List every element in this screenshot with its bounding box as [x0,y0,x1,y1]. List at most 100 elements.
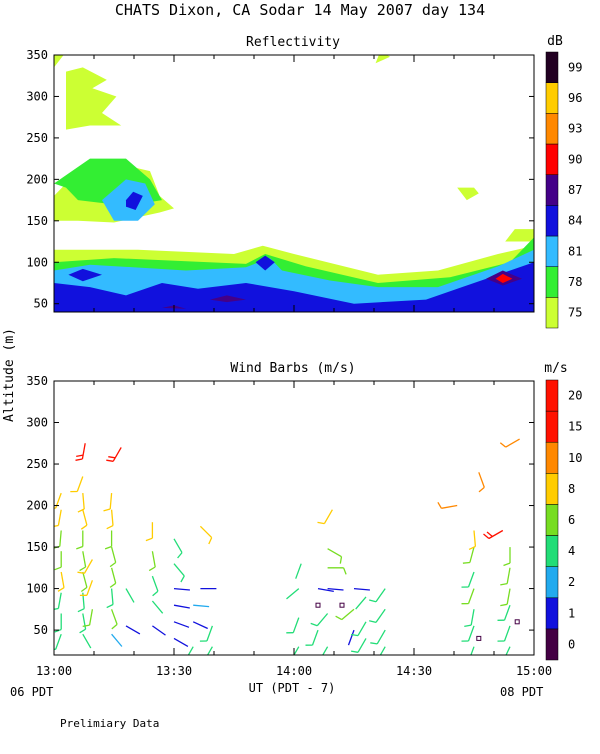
barb-shaft [110,493,111,509]
barb-shaft [112,609,118,624]
barb-shaft [287,589,299,599]
wind-barb [484,531,503,539]
reflectivity-colorbar-label: 93 [568,122,582,136]
reflectivity-colorbar-label: 75 [568,306,582,320]
barb-shaft [317,614,327,626]
barb-flag [153,591,158,596]
contour-region [54,51,64,68]
wind-colorbar-unit: m/s [544,361,567,376]
barb-flag [108,457,115,458]
wind-barb [81,510,87,530]
barb-flag [487,532,492,537]
start-local-time: 06 PDT [10,685,53,699]
barb-shaft [112,547,116,562]
barb-flag [52,526,59,527]
barb-flag [78,609,84,612]
wind-barbs [49,439,520,662]
wind-barb [76,443,86,460]
barb-shaft [193,622,208,629]
wind-colorbar-swatch [546,598,558,629]
barb-shaft [61,572,64,588]
barb-flag [479,487,484,492]
barb-shaft [174,589,190,590]
wind-barb [286,618,299,633]
reflectivity-colorbar-label: 78 [568,275,582,289]
barb-shaft [83,634,91,648]
barb-shaft [503,647,510,662]
x-tick-label: 15:00 [516,664,552,678]
barb-shaft [342,609,354,619]
x-tick-label: 14:00 [276,664,312,678]
wind-ytick-label: 50 [34,623,48,637]
x-tick-label: 13:00 [36,664,72,678]
reflectivity-contours [54,51,534,312]
wind-colorbar-swatch [546,536,558,567]
barb-shaft [293,618,299,633]
barb-shaft [507,589,510,605]
barb-shaft [82,443,85,459]
reflectivity-ytick-label: 150 [26,214,48,228]
wind-colorbar-swatch [546,442,558,473]
reflectivity-ytick-label: 200 [26,172,48,186]
contour-region [66,67,121,129]
contour-region [376,51,390,63]
reflectivity-colorbar-unit: dB [547,34,563,49]
wind-barb [328,589,344,590]
wind-barb [193,622,208,629]
preliminary-note: Prelimiary Data [60,717,159,730]
barb-shaft [112,568,116,584]
barb-shaft [377,647,385,661]
wind-barb [174,564,184,582]
wind-barb [464,609,474,626]
reflectivity-ytick-label: 350 [26,48,48,62]
reflectivity-colorbar-label: 84 [568,214,582,228]
barb-shaft [376,609,385,622]
barb-flag [496,661,503,662]
wind-barb [146,522,153,540]
reflectivity-colorbar-swatch [546,175,558,206]
wind-barb [370,647,385,661]
wind-colorbar-label: 20 [568,389,582,403]
x-tick-label: 14:30 [396,664,432,678]
wind-colorbar-label: 0 [568,637,575,651]
barb-shaft [185,647,193,661]
wind-barb [112,634,122,646]
barb-flag [484,534,489,539]
barb-shaft [376,589,385,602]
wind-ytick-label: 350 [26,374,48,388]
barb-flag [76,455,83,456]
barb-shaft [83,572,87,587]
barb-shaft [83,510,87,526]
wind-barb [462,647,475,662]
barb-flag [81,525,87,529]
barb-shaft [354,589,370,590]
barb-flag [438,502,442,508]
reflectivity-ytick-label: 50 [34,297,48,311]
wind-barb [311,614,328,626]
barb-shaft [174,622,189,628]
barb-shaft [174,539,182,553]
x-axis-label: UT (PDT - 7) [249,681,336,695]
wind-colorbar-label: 2 [568,575,575,589]
barb-flag [76,547,83,549]
barb-shaft [152,601,162,613]
wind-barb [110,547,116,567]
wind-barb [370,630,385,644]
reflectivity-ytick-label: 250 [26,131,48,145]
wind-barb [318,510,333,524]
wind-barb [106,447,121,461]
wind-barb [328,568,347,575]
wind-barb [55,551,62,570]
wind-barb [463,547,474,563]
wind-barb [126,589,134,603]
wind-barb [193,605,209,606]
barb-shaft [174,564,184,576]
wind-colorbar-label: 8 [568,482,575,496]
wind-colorbar-swatch [546,504,558,535]
barb-shaft [126,626,140,634]
reflectivity-colorbar-swatch [546,236,558,267]
barb-shaft [58,593,61,609]
